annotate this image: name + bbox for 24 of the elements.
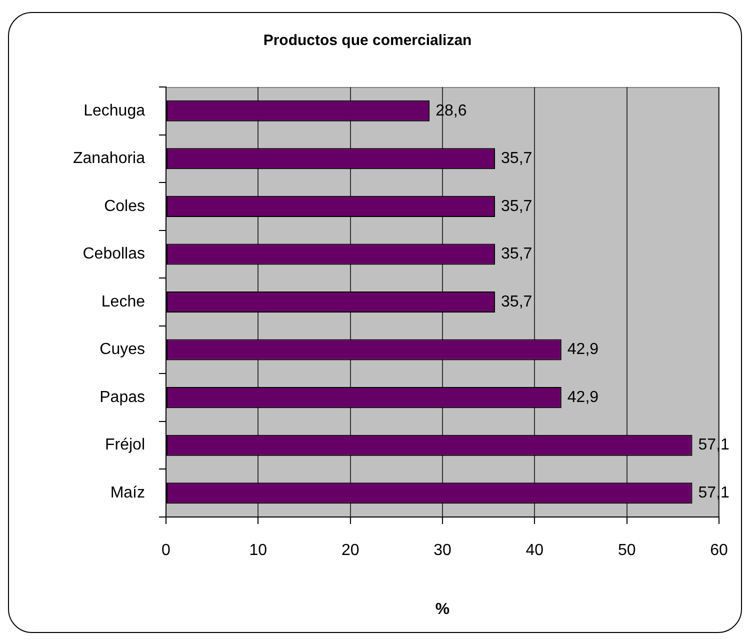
x-tick-label: 20 <box>341 542 360 560</box>
y-tick-label: Maíz <box>110 484 145 502</box>
x-tick-label: 40 <box>526 542 544 560</box>
data-label: 35,7 <box>501 150 532 168</box>
data-label: 35,7 <box>501 293 532 310</box>
y-tick-label: Lechuga <box>84 102 146 120</box>
data-label: 42,9 <box>567 388 599 406</box>
x-tick-label: 60 <box>710 542 728 560</box>
data-label: 35,7 <box>501 246 532 263</box>
x-tick-label: 0 <box>162 542 171 560</box>
y-tick-label: Fréjol <box>104 436 145 454</box>
chart-title: Productos que comercializan <box>263 32 472 50</box>
y-tick-label: Papas <box>100 388 145 406</box>
x-tick-label: 50 <box>618 542 636 560</box>
y-tick-label: Coles <box>104 198 145 215</box>
data-label: 42,9 <box>567 341 599 358</box>
x-tick-label: 30 <box>434 542 452 560</box>
y-tick-label: Cuyes <box>100 341 145 358</box>
x-tick-label: 10 <box>249 542 268 560</box>
y-tick-label: Zanahoria <box>72 150 146 168</box>
y-tick-label: Leche <box>101 293 146 310</box>
x-axis-title: % <box>435 600 450 618</box>
data-label: 35,7 <box>501 198 532 215</box>
y-tick-label: Cebollas <box>82 246 145 263</box>
